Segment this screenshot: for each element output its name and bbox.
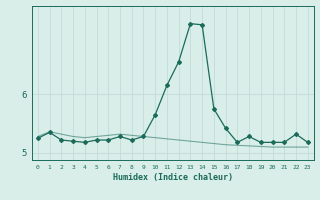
X-axis label: Humidex (Indice chaleur): Humidex (Indice chaleur)	[113, 173, 233, 182]
